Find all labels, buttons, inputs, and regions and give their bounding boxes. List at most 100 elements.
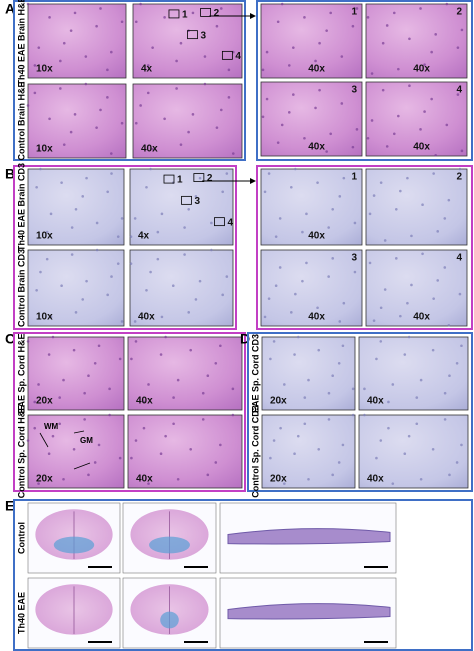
cell-nucleus: [269, 456, 272, 460]
cell-nucleus: [45, 257, 49, 261]
cell-nucleus: [120, 121, 124, 125]
zoom-number: 3: [351, 85, 357, 96]
micrograph: [260, 3, 363, 79]
magnification: 40x: [413, 142, 430, 153]
micrograph: [127, 414, 243, 489]
cell-nucleus: [301, 230, 304, 234]
cell-nucleus: [372, 194, 376, 197]
cell-nucleus: [290, 185, 293, 189]
cell-nucleus: [146, 91, 150, 95]
cell-nucleus: [383, 288, 387, 291]
row-label: Th40 EAE Brain CD3: [16, 163, 26, 251]
cell-nucleus: [85, 279, 88, 283]
arrow-head: [250, 178, 256, 184]
cell-nucleus: [231, 387, 235, 391]
annotation: GM: [80, 436, 93, 445]
cell-nucleus: [70, 226, 74, 229]
panel-letter: D: [240, 331, 250, 347]
cell-nucleus: [45, 230, 49, 234]
cell-nucleus: [276, 141, 280, 144]
cell-nucleus: [95, 24, 98, 28]
cell-nucleus: [87, 473, 90, 477]
cell-nucleus: [415, 396, 419, 399]
cell-nucleus: [97, 344, 101, 348]
cell-nucleus: [279, 426, 282, 430]
cell-nucleus: [443, 217, 447, 220]
cell-nucleus: [221, 190, 224, 194]
cell-nucleus: [51, 434, 55, 438]
cell-nucleus: [406, 301, 409, 305]
cell-nucleus: [351, 413, 355, 417]
cell-nucleus: [392, 11, 396, 15]
cell-nucleus: [106, 96, 109, 99]
cell-nucleus: [37, 147, 41, 151]
cell-nucleus: [280, 123, 284, 127]
cell-nucleus: [407, 335, 411, 339]
cell-nucleus: [183, 226, 186, 229]
cell-nucleus: [280, 2, 284, 6]
cell-nucleus: [430, 97, 433, 101]
cell-nucleus: [183, 253, 186, 256]
magnification: 40x: [308, 142, 325, 153]
cell-nucleus: [85, 176, 88, 180]
zoom-number: 1: [351, 7, 357, 18]
micrograph: [260, 168, 363, 246]
cell-nucleus: [187, 130, 190, 134]
cell-nucleus: [231, 152, 235, 155]
cell-nucleus: [458, 167, 462, 171]
cell-nucleus: [331, 257, 335, 260]
cell-nucleus: [206, 374, 210, 377]
cell-nucleus: [37, 46, 41, 49]
cell-nucleus: [419, 477, 423, 481]
cell-nucleus: [272, 340, 276, 343]
cell-nucleus: [370, 119, 374, 122]
cell-nucleus: [355, 128, 359, 131]
cell-nucleus: [84, 55, 88, 58]
cell-nucleus: [327, 275, 330, 278]
cell-nucleus: [225, 275, 229, 278]
cell-nucleus: [397, 114, 400, 118]
cell-nucleus: [160, 212, 164, 216]
row-label: Control Brain H&E: [16, 81, 26, 160]
cell-nucleus: [171, 284, 175, 288]
cell-nucleus: [265, 50, 269, 54]
cell-nucleus: [458, 292, 462, 296]
cell-nucleus: [278, 217, 282, 220]
cell-nucleus: [116, 235, 120, 238]
zoom-number: 4: [456, 253, 462, 264]
cell-nucleus: [385, 24, 389, 27]
cell-nucleus: [116, 262, 120, 265]
cell-nucleus: [303, 396, 307, 399]
cell-nucleus: [381, 88, 385, 92]
cell-nucleus: [434, 153, 437, 157]
cell-nucleus: [292, 46, 295, 49]
cell-nucleus: [146, 64, 150, 67]
region-box: [214, 217, 225, 227]
cell-nucleus: [231, 413, 235, 417]
magnification: 40x: [367, 474, 384, 485]
cell-nucleus: [108, 387, 111, 391]
cell-nucleus: [210, 248, 213, 252]
cell-nucleus: [110, 275, 113, 278]
cell-nucleus: [263, 190, 267, 194]
cell-nucleus: [201, 418, 205, 421]
cell-nucleus: [194, 195, 198, 198]
cell-nucleus: [133, 320, 137, 323]
micrograph: [261, 414, 356, 489]
region-number: 3: [201, 30, 207, 41]
cell-nucleus: [379, 340, 383, 343]
cell-nucleus: [455, 361, 459, 365]
zoom-number: 2: [456, 7, 462, 18]
magnification: 20x: [36, 474, 53, 485]
cell-nucleus: [338, 320, 342, 323]
magnification: 40x: [413, 312, 430, 323]
cell-nucleus: [97, 443, 101, 447]
cell-nucleus: [74, 311, 78, 314]
cell-nucleus: [395, 257, 398, 260]
cell-nucleus: [179, 143, 183, 146]
cell-nucleus: [227, 68, 231, 72]
cell-nucleus: [93, 361, 97, 365]
cell-nucleus: [410, 283, 413, 287]
panel-frame: [247, 332, 473, 492]
cell-nucleus: [62, 143, 66, 146]
